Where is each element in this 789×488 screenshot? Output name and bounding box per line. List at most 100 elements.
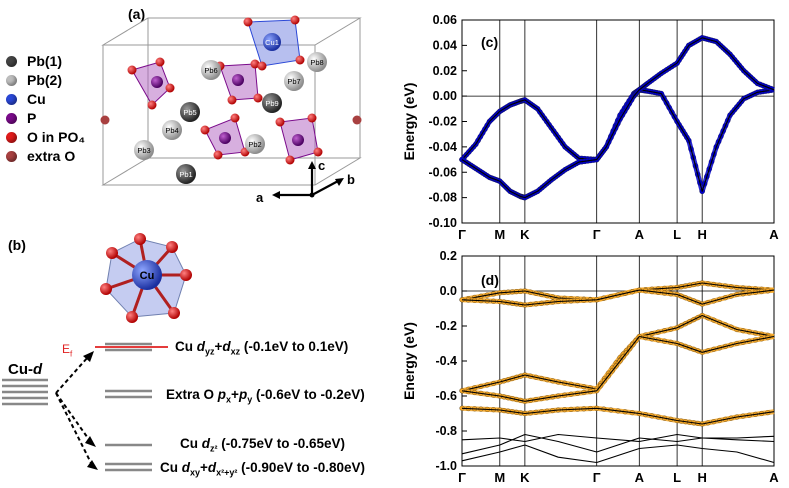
y-tick-label: 0.04 (433, 38, 457, 52)
y-tick-label: -0.08 (429, 191, 458, 205)
kpoint-tick-label: H (697, 227, 706, 240)
pb8-atom (307, 52, 327, 72)
band-line-band2 (461, 37, 775, 199)
kpoint-tick-label: M (494, 227, 505, 240)
atom-label: Pb9 (265, 99, 278, 108)
kpoint-tick-label: A (635, 470, 645, 485)
level-cu-dz2: Cu dz² (-0.75eV to -0.65eV) (180, 436, 346, 454)
band-structure-d: Γ M K Γ A L H A 0.2 0.0 -0.2 -0.4 -0.6 -0.8 -1.0 Energy… (401, 249, 779, 485)
y-tick-label: -1.0 (435, 459, 457, 473)
atom-label: Pb1 (179, 170, 192, 179)
pb4-atom (162, 120, 182, 140)
y-axis-label: Energy (eV) (401, 83, 417, 161)
legend-item-extra-o: extra O (6, 147, 75, 165)
y-tick-label: -0.4 (435, 354, 457, 368)
kpoint-tick-label: H (697, 470, 706, 485)
y-tick-label: 0.0 (440, 284, 457, 298)
atom-label: Pb8 (310, 58, 323, 67)
pb5-atom (180, 102, 200, 122)
atom-label: Pb2 (248, 140, 261, 149)
legend-label: Cu (27, 91, 46, 107)
kpoint-tick-label: L (673, 470, 681, 485)
y-tick-label: 0.2 (440, 249, 457, 263)
kpoint-tick-label: K (520, 227, 530, 240)
legend-item-pb1: Pb(1) (6, 52, 62, 70)
atom-label: Pb5 (183, 108, 196, 117)
axis-b-label: b (347, 172, 355, 187)
legend-item-p: P (6, 109, 36, 127)
o-dot-icon (6, 131, 17, 143)
legend-item-cu: Cu (6, 90, 46, 108)
kpoint-tick-label: A (769, 227, 779, 240)
y-tick-label: -0.8 (435, 424, 457, 438)
cu-dot-icon (6, 93, 17, 105)
legend-item-pb2: Pb(2) (6, 71, 62, 89)
kpoint-tick-label: A (635, 227, 645, 240)
band-line-cu-dz2 (461, 407, 775, 425)
atom-label: Cu1 (265, 38, 279, 47)
po4-tetrahedron (131, 61, 171, 106)
pb3-atom (134, 140, 154, 160)
level-diagram (2, 342, 168, 472)
legend-item-o-po4: O in PO₄ (6, 128, 85, 146)
panel-label: (c) (481, 34, 498, 50)
y-tick-label: -0.06 (429, 165, 458, 179)
pb7-atom (284, 71, 304, 91)
kpoint-tick-label: Γ (458, 227, 466, 240)
panel-label: (d) (481, 272, 499, 288)
legend-label: Pb(1) (27, 53, 62, 69)
level-extra-o-px-py: Extra O px+py (-0.6eV to -0.2eV) (166, 387, 365, 405)
cu-d-label: Cu-d (8, 361, 43, 378)
pb2-atom (245, 134, 265, 154)
legend-label: extra O (27, 148, 76, 164)
atom-label: Pb4 (165, 126, 178, 135)
kpoint-tick-label: K (520, 470, 530, 485)
kpoint-tick-label: Γ (458, 470, 466, 485)
y-tick-label: 0.02 (433, 64, 457, 78)
y-tick-label: -0.04 (429, 140, 458, 154)
panel-b: (b) Cu Cu-d Ef (0, 225, 400, 488)
level-cu-dxy-dx2y2: Cu dxy+dx²+y² (-0.90eV to -0.80eV) (160, 460, 365, 478)
band-line-cu-band-2 (461, 289, 775, 306)
pb2-dot-icon (6, 74, 17, 86)
kpoint-tick-label: Γ (593, 227, 601, 240)
legend-label: O in PO₄ (27, 129, 86, 145)
pb9-atom (262, 93, 282, 113)
panel-a: (a) Pb(1) Pb(2) Cu P O in PO₄ extra O (0, 0, 390, 215)
axis-c-label: c (318, 158, 325, 173)
kpoint-tick-label: M (494, 470, 505, 485)
axis-a-label: a (256, 190, 264, 205)
atom-label: Pb3 (137, 146, 150, 155)
band-line-extra-o-2 (461, 335, 775, 402)
cu-atom (263, 33, 281, 51)
pb1-dot-icon (6, 55, 17, 67)
band-structure-c: Γ M K Γ A L H A 0.06 0.04 0.02 0.00 -0.02 -0.04 -0.06 -… (401, 13, 779, 240)
atom-label: Pb6 (204, 66, 217, 75)
y-tick-label: -0.10 (429, 216, 458, 230)
pb6-atom (201, 60, 221, 80)
legend-label: P (27, 110, 37, 126)
y-tick-label: 0.00 (433, 89, 457, 103)
extra-o-dot-icon (6, 150, 17, 162)
kpoint-tick-label: Γ (593, 470, 601, 485)
level-cu-dyz-dxz: Cu dyz+dxz (-0.1eV to 0.1eV) (175, 339, 349, 357)
kpoint-tick-label: A (769, 470, 779, 485)
legend-label: Pb(2) (27, 72, 62, 88)
p-dot-icon (6, 112, 17, 124)
y-tick-label: -0.6 (435, 389, 457, 403)
y-tick-label: -0.2 (435, 319, 457, 333)
y-axis-label: Energy (eV) (401, 322, 417, 400)
kpoint-tick-label: L (673, 227, 681, 240)
cu-octahedron: Cu (100, 233, 192, 323)
y-tick-label: 0.06 (433, 13, 457, 27)
pb1-atom (176, 164, 196, 184)
panel-b-label: (b) (8, 237, 26, 253)
octahedron-cu-label: Cu (140, 270, 155, 282)
band-line-low-2 (461, 433, 775, 455)
axes-icon (272, 161, 344, 199)
atom-label: Pb7 (287, 77, 300, 86)
panel-a-label: (a) (128, 6, 146, 22)
fermi-level-label: Ef (62, 342, 73, 359)
crystal-structure: Cu1 Pb6 Pb7 Pb8 Pb9 Pb5 Pb4 Pb3 Pb2 Pb1 … (100, 15, 362, 205)
band-line-low-3 (461, 444, 775, 464)
